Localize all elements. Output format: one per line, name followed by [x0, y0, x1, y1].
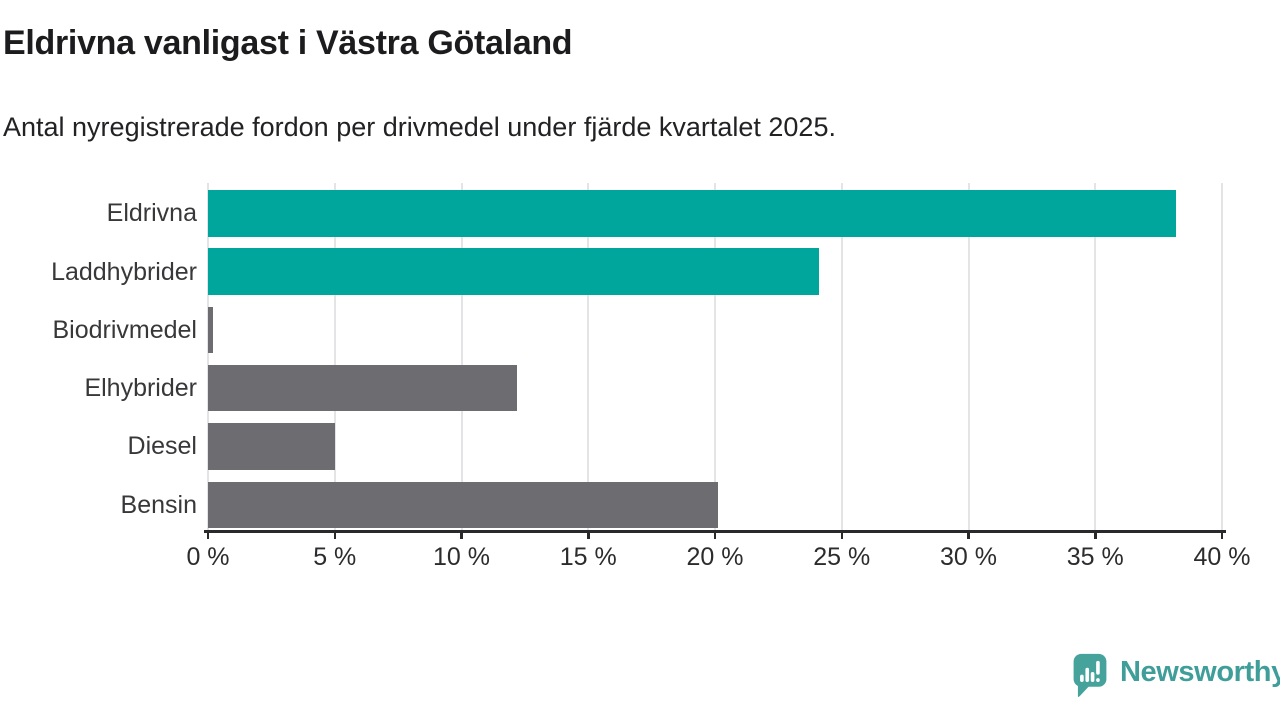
bar-elhybrider [208, 364, 518, 412]
x-axis-tick [333, 530, 336, 539]
brand-wordmark: Newsworthy [1120, 656, 1280, 688]
x-axis-tick-label: 35 % [1066, 543, 1124, 571]
x-axis-tick-label: 30 % [940, 543, 997, 571]
newsworthy-chart-speech-bubble-icon [1073, 653, 1107, 697]
category-label-biodrivmedel: Biodrivmedel [52, 315, 197, 344]
bar-laddhybrider [208, 248, 819, 295]
gridline [207, 183, 209, 530]
gridline [967, 183, 970, 530]
bar-diesel [208, 423, 335, 470]
bar-biodrivmedel [208, 306, 214, 354]
x-axis-tick [967, 530, 970, 539]
gridline [1094, 183, 1097, 530]
x-axis-tick [460, 530, 463, 539]
x-axis-tick-label: 0 % [186, 543, 230, 571]
x-axis-tick [1220, 530, 1224, 539]
x-axis-tick [206, 530, 210, 539]
bar-bensin [208, 481, 718, 528]
x-axis-tick [1094, 530, 1097, 539]
gridline [460, 183, 463, 530]
category-label-elhybrider: Elhybrider [84, 374, 197, 403]
x-axis-tick [713, 530, 717, 539]
x-axis-tick-label: 20 % [686, 543, 744, 571]
category-label-laddhybrider: Laddhybrider [51, 257, 197, 286]
x-axis-tick-label: 5 % [313, 543, 357, 571]
bar-eldrivna [208, 190, 1177, 237]
gridline [840, 183, 843, 530]
newsworthy-logo[interactable]: Newsworthy [1071, 652, 1280, 699]
gridline [714, 183, 716, 530]
gridline [333, 183, 336, 530]
category-label-eldrivna: Eldrivna [106, 199, 197, 228]
chart-subtitle: Antal nyregistrerade fordon per drivmede… [3, 112, 836, 142]
x-axis-tick-label: 15 % [559, 543, 617, 571]
x-axis-tick [587, 530, 590, 539]
gridline [587, 183, 590, 530]
x-axis-tick-label: 40 % [1193, 543, 1251, 571]
x-axis-tick [840, 530, 843, 539]
x-axis-tick-label: 25 % [813, 543, 871, 571]
gridline [1221, 183, 1223, 530]
x-axis-tick-label: 10 % [433, 543, 490, 571]
category-label-diesel: Diesel [127, 432, 197, 461]
category-label-bensin: Bensin [120, 490, 197, 519]
chart-title: Eldrivna vanligast i Västra Götaland [3, 24, 573, 62]
